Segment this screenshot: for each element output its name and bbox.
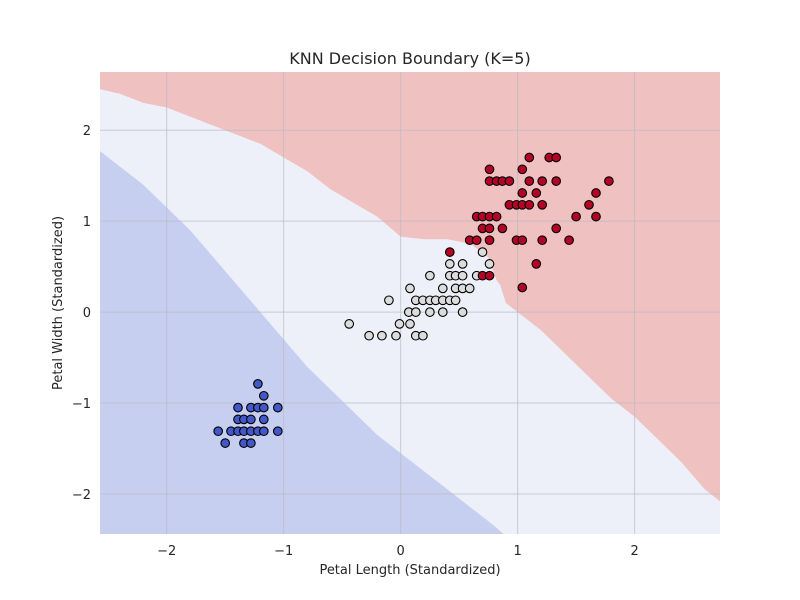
data-point-class-1 <box>425 270 435 281</box>
y-axis-ticks: −2 −1 0 1 2 <box>72 124 91 503</box>
x-axis-label: Petal Length (Standardized) <box>319 563 500 578</box>
region-class-0 <box>100 151 504 534</box>
data-point-class-2 <box>604 176 614 186</box>
y-tick-label: −1 <box>72 397 91 412</box>
data-point-class-2 <box>491 211 502 222</box>
data-point-class-1 <box>391 330 401 341</box>
data-point-class-0 <box>246 438 256 448</box>
data-point-class-1 <box>437 307 448 317</box>
data-point-class-1 <box>344 319 355 329</box>
chart-title: KNN Decision Boundary (K=5) <box>289 49 530 68</box>
data-point-class-1 <box>477 247 488 257</box>
data-point-class-1 <box>405 319 415 329</box>
x-tick-label: 0 <box>397 544 405 559</box>
x-tick-label: −2 <box>157 544 176 559</box>
data-point-class-2 <box>537 176 548 186</box>
data-point-class-1 <box>425 307 435 317</box>
data-point-class-2 <box>531 188 542 198</box>
data-point-class-2 <box>517 164 528 175</box>
x-tick-label: 2 <box>630 544 638 559</box>
data-point-class-0 <box>272 402 283 413</box>
data-point-class-1 <box>450 295 461 306</box>
data-point-class-2 <box>571 211 581 222</box>
data-point-class-2 <box>484 223 495 234</box>
data-point-class-1 <box>410 307 421 317</box>
data-point-class-2 <box>517 235 528 246</box>
data-point-class-0 <box>213 426 224 437</box>
data-point-class-2 <box>504 176 515 186</box>
data-point-class-2 <box>497 223 508 234</box>
data-point-class-0 <box>258 414 269 425</box>
data-point-class-1 <box>384 295 394 306</box>
data-point-class-2 <box>524 199 535 210</box>
y-tick-label: 0 <box>83 306 91 321</box>
region-class-2 <box>100 72 720 502</box>
y-tick-label: 2 <box>83 124 91 139</box>
data-point-class-1 <box>394 319 405 329</box>
data-point-class-2 <box>471 235 482 246</box>
data-point-class-2 <box>564 235 574 246</box>
data-point-class-1 <box>457 270 468 281</box>
data-point-class-1 <box>464 283 475 294</box>
data-point-class-1 <box>457 307 468 317</box>
plot-area <box>100 72 720 534</box>
data-point-class-1 <box>437 283 448 294</box>
data-point-class-0 <box>233 402 243 413</box>
x-tick-label: 1 <box>513 544 521 559</box>
data-point-class-1 <box>377 330 387 341</box>
data-point-class-2 <box>551 176 562 186</box>
data-point-class-0 <box>258 390 269 401</box>
x-axis-ticks: −2 −1 0 1 2 <box>157 544 639 559</box>
data-point-class-0 <box>220 438 231 448</box>
data-point-class-1 <box>405 283 415 294</box>
data-point-class-2 <box>591 211 601 222</box>
data-point-class-2 <box>517 188 528 198</box>
data-point-class-2 <box>517 282 528 293</box>
grid <box>100 72 720 534</box>
data-point-class-2 <box>531 259 542 269</box>
data-point-class-2 <box>524 152 535 163</box>
data-point-class-0 <box>258 402 269 413</box>
data-point-class-2 <box>444 247 455 257</box>
data-point-class-2 <box>551 223 562 234</box>
data-point-class-1 <box>364 330 374 341</box>
data-point-class-1 <box>484 259 495 269</box>
data-point-class-2 <box>524 176 535 186</box>
data-point-class-0 <box>272 426 283 437</box>
data-point-class-1 <box>457 259 468 269</box>
data-point-class-2 <box>591 188 601 198</box>
y-tick-label: 1 <box>83 215 91 230</box>
data-point-class-2 <box>484 270 495 281</box>
x-tick-label: −1 <box>274 544 293 559</box>
y-tick-label: −2 <box>72 488 91 503</box>
data-point-class-2 <box>551 152 562 163</box>
data-point-class-1 <box>444 259 455 269</box>
data-point-class-1 <box>418 330 428 341</box>
data-point-class-2 <box>584 199 594 210</box>
data-point-class-2 <box>537 199 548 210</box>
data-point-class-0 <box>258 426 269 437</box>
data-point-class-2 <box>484 164 495 175</box>
y-axis-label: Petal Width (Standardized) <box>51 216 66 390</box>
data-point-class-2 <box>484 235 495 246</box>
data-point-class-0 <box>253 379 263 389</box>
data-point-class-2 <box>537 235 548 246</box>
data-point-class-0 <box>246 414 256 425</box>
